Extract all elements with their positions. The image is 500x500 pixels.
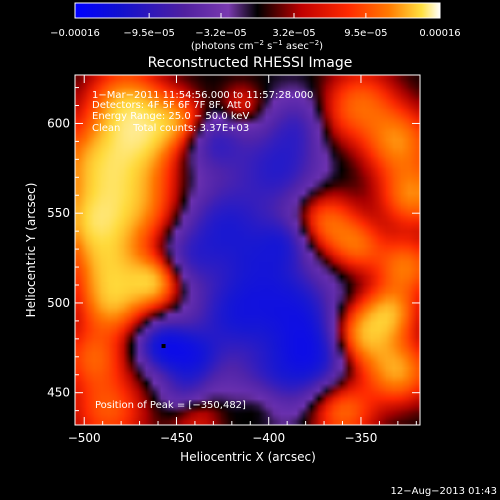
axis-ticks: −500 −450 −400 −350 450 500 550 600 [47, 75, 420, 445]
x-axis-label: Heliocentric X (arcsec) [180, 450, 316, 464]
footer-timestamp: 12−Aug−2013 01:43 [391, 486, 497, 497]
colorbar-strip [74, 2, 441, 19]
colorbar-tick-label: −9.5e−05 [123, 28, 175, 39]
annotation-time-range: 1−Mar−2011 11:54:56.000 to 11:57:28.000 [92, 90, 313, 101]
heatmap-image [75, 75, 420, 425]
x-tick-label: −400 [252, 431, 285, 445]
image-area: −500 −450 −400 −350 450 500 550 600 [47, 74, 421, 445]
y-tick-label: 450 [47, 386, 70, 400]
y-tick-label: 550 [47, 206, 70, 220]
colorbar-tick-label: −0.00016 [50, 28, 100, 39]
colorbar-ticks: −0.00016 −9.5e−05 −3.2e−05 3.2e−05 9.5e−05 0.… [50, 13, 461, 39]
colorbar-units: (photons cm−2 s−1 asec−2) [191, 39, 323, 52]
plot-frame [74, 74, 421, 426]
x-tick-label: −350 [344, 431, 377, 445]
y-tick-label: 600 [47, 116, 70, 130]
annotation-energy: Energy Range: 25.0 − 50.0 keV [92, 111, 249, 122]
x-tick-label: −500 [68, 431, 101, 445]
colorbar-tick-label: −3.2e−05 [195, 28, 247, 39]
annotation-detectors: Detectors: 4F 5F 6F 7F 8F, Att 0 [92, 100, 251, 111]
y-axis-label: Heliocentric Y (arcsec) [24, 183, 38, 318]
peak-marker [161, 344, 166, 349]
colorbar-tick-label: 3.2e−05 [272, 28, 315, 39]
colorbar: −0.00016 −9.5e−05 −3.2e−05 3.2e−05 9.5e−05 0.… [50, 2, 461, 52]
colorbar-tick-label: 9.5e−05 [344, 28, 387, 39]
x-tick-label: −450 [160, 431, 193, 445]
annotation-clean: Clean Total counts: 3.37E+03 [92, 123, 249, 134]
colorbar-tick-label: 0.00016 [419, 28, 460, 39]
y-tick-label: 500 [47, 296, 70, 310]
chart-title: Reconstructed RHESSI Image [148, 55, 353, 71]
annotation-peak: Position of Peak = [−350,482] [95, 400, 246, 411]
annotations: 1−Mar−2011 11:54:56.000 to 11:57:28.000 … [92, 90, 313, 411]
